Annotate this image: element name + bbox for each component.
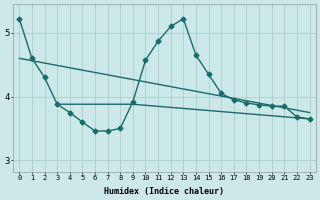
X-axis label: Humidex (Indice chaleur): Humidex (Indice chaleur) [104,187,224,196]
